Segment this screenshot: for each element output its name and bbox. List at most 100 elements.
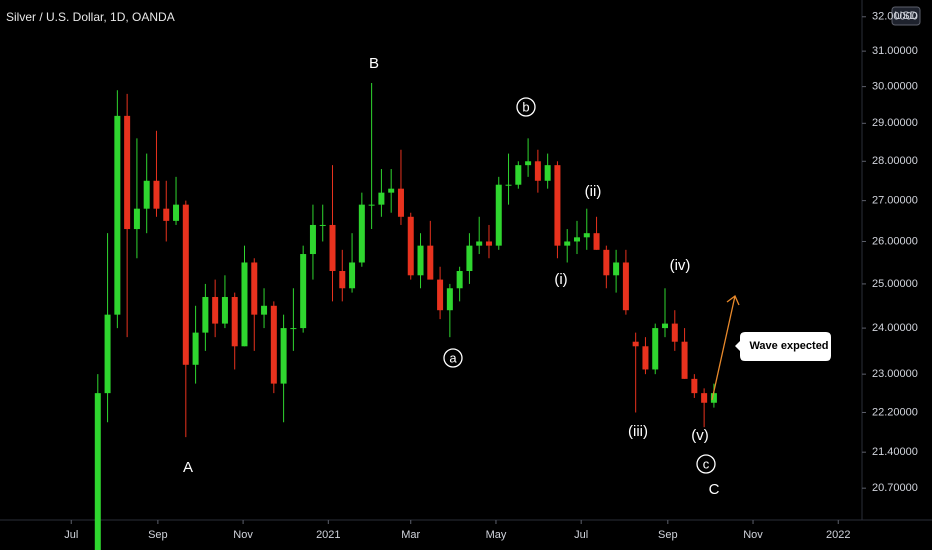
wave-circle xyxy=(696,454,716,474)
y-tick-label: 20.70000 xyxy=(872,482,918,494)
x-tick-label: Nov xyxy=(743,529,763,541)
candle-body xyxy=(358,204,365,263)
y-tick-label: 21.40000 xyxy=(872,446,918,458)
candle-body xyxy=(163,208,170,221)
candle-body xyxy=(270,305,277,384)
wave-label: b xyxy=(522,99,529,114)
wave-label: a xyxy=(449,350,457,365)
y-tick-label: 28.00000 xyxy=(872,155,918,167)
candle-body xyxy=(544,165,551,181)
candle-body xyxy=(525,161,532,166)
candle-body xyxy=(397,188,404,217)
candle-body xyxy=(192,332,199,365)
x-tick-label: Jul xyxy=(64,529,78,541)
candle-body xyxy=(153,180,160,209)
candle-body xyxy=(515,165,522,185)
candle-body xyxy=(505,184,512,186)
candle-body xyxy=(710,393,717,403)
candle-body xyxy=(104,314,111,394)
y-tick-label: 29.00000 xyxy=(872,117,918,129)
candle-body xyxy=(173,204,180,221)
candle-body xyxy=(573,237,580,242)
candle-body xyxy=(143,180,150,209)
candle-body xyxy=(632,341,639,347)
candle-body xyxy=(261,305,268,315)
x-tick-label: Sep xyxy=(148,529,168,541)
y-tick-label: 32.00000 xyxy=(872,11,918,23)
candle-body xyxy=(339,271,346,289)
candle-body xyxy=(437,279,444,311)
wave-label: (iv) xyxy=(670,257,691,274)
candle-body xyxy=(691,378,698,394)
callout-text: Wave expected xyxy=(749,340,828,352)
candle-body xyxy=(241,262,248,347)
candle-body xyxy=(388,188,395,193)
wave-label: c xyxy=(703,456,710,471)
candle-body xyxy=(182,204,189,365)
y-tick-label: 24.00000 xyxy=(872,322,918,334)
chart-title: Silver / U.S. Dollar, 1D, OANDA xyxy=(6,10,175,24)
candle-body xyxy=(662,323,669,329)
candle-body xyxy=(309,224,316,255)
expected-arrow xyxy=(711,294,740,401)
currency-badge[interactable] xyxy=(891,6,921,26)
candle-body xyxy=(407,216,414,276)
y-tick-label: 25.00000 xyxy=(872,278,918,290)
plot xyxy=(94,83,717,550)
candle-body xyxy=(466,245,473,272)
candle-body xyxy=(133,208,140,230)
wave-label: (ii) xyxy=(585,183,602,200)
y-tick-label: 31.00000 xyxy=(872,45,918,57)
candle-body xyxy=(446,288,453,311)
y-tick-label: 30.00000 xyxy=(872,81,918,93)
y-tick-label: 27.00000 xyxy=(872,195,918,207)
candle-body xyxy=(613,262,620,276)
candle-body xyxy=(280,328,287,384)
candle-body xyxy=(534,161,541,181)
x-tick-label: May xyxy=(486,529,507,541)
wave-label: A xyxy=(183,459,193,476)
wave-label: B xyxy=(369,55,379,72)
candle-body xyxy=(622,262,629,311)
x-tick-label: Mar xyxy=(401,529,420,541)
wave-circle xyxy=(516,97,536,117)
wave-label: C xyxy=(709,481,720,498)
wave-label: (iii) xyxy=(628,423,648,440)
candle-body xyxy=(94,393,101,550)
candle-body xyxy=(329,224,336,272)
y-tick-label: 23.00000 xyxy=(872,368,918,380)
candle-body xyxy=(671,323,678,342)
candle-body xyxy=(564,241,571,246)
candle-body xyxy=(212,296,219,324)
candle-body xyxy=(114,115,121,315)
candle-body xyxy=(427,245,434,280)
x-tick-label: 2022 xyxy=(826,529,850,541)
candle-body xyxy=(290,328,297,330)
candle-body xyxy=(681,341,688,379)
candle-body xyxy=(485,241,492,246)
candle-body xyxy=(319,224,326,226)
candle-body xyxy=(417,245,424,276)
y-tick-label: 22.20000 xyxy=(872,406,918,418)
callout-box xyxy=(735,332,831,361)
candle-body xyxy=(202,296,209,333)
x-tick-label: Sep xyxy=(658,529,678,541)
x-tick-label: 2021 xyxy=(316,529,340,541)
candle-body xyxy=(368,204,375,206)
candle-body xyxy=(231,296,238,347)
wave-label: (v) xyxy=(691,427,709,444)
candle-body xyxy=(593,233,600,250)
candle-body xyxy=(349,262,356,289)
candle-body xyxy=(603,249,610,276)
candle-body xyxy=(124,115,131,230)
candle-body xyxy=(378,192,385,205)
x-tick-label: Jul xyxy=(574,529,588,541)
wave-circle xyxy=(443,348,463,368)
x-tick-label: Nov xyxy=(233,529,253,541)
candle-body xyxy=(300,254,307,329)
currency-label: USD xyxy=(894,10,917,22)
candle-body xyxy=(652,328,659,370)
candle-body xyxy=(701,393,708,403)
